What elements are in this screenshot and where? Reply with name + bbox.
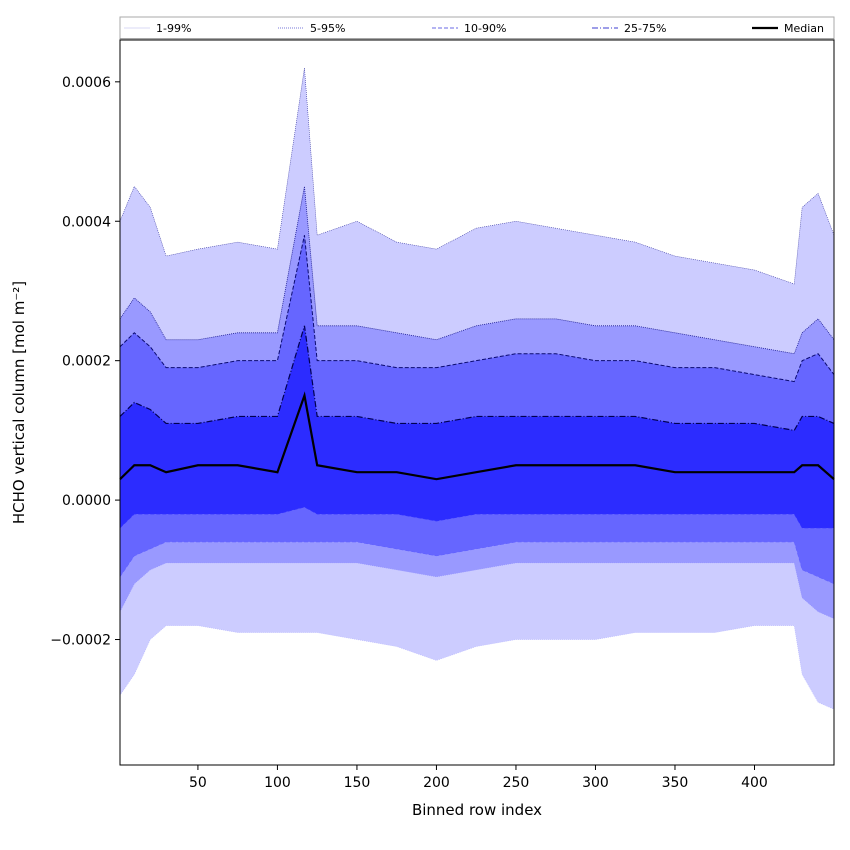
- plot-area-frame: [119, 39, 835, 766]
- line-5pct: [119, 562, 835, 619]
- band-25-75: [120, 325, 834, 528]
- y-tick-label: 0.0006: [62, 75, 111, 91]
- line-99pct: [119, 67, 835, 285]
- x-tick-label: 150: [344, 775, 371, 791]
- x-axis-ticks: 50 100 150 200 250 300 350 400: [189, 765, 768, 791]
- x-tick-label: 250: [503, 775, 530, 791]
- legend-label: Median: [784, 22, 824, 35]
- percentile-lines: [119, 67, 835, 710]
- x-tick-label: 50: [189, 775, 207, 791]
- line-median: [119, 391, 835, 481]
- line-90pct: [119, 235, 835, 383]
- y-axis-label: HCHO vertical column [mol m⁻²]: [10, 281, 28, 524]
- legend-label: 5-95%: [310, 22, 345, 35]
- x-axis-label: Binned row index: [412, 801, 542, 819]
- y-axis-ticks: −0.0002 0.0000 0.0002 0.0004 0.0006: [50, 75, 120, 649]
- line-75pct: [119, 325, 835, 432]
- line-25pct: [119, 506, 834, 529]
- legend-label: 25-75%: [624, 22, 666, 35]
- x-tick-label: 300: [582, 775, 609, 791]
- percentile-bands: [120, 67, 834, 710]
- y-tick-label: 0.0002: [62, 354, 111, 370]
- legend-label: 10-90%: [464, 22, 506, 35]
- y-tick-label: −0.0002: [50, 633, 111, 649]
- line-10pct: [119, 541, 835, 585]
- y-tick-label: 0.0000: [62, 493, 111, 509]
- line-1pct: [119, 625, 835, 710]
- legend: 1-99% 5-95% 10-90% 25-75% Median: [119, 16, 835, 40]
- x-tick-label: 100: [264, 775, 291, 791]
- legend-label: 1-99%: [156, 22, 191, 35]
- line-95pct: [119, 186, 835, 355]
- x-tick-label: 200: [423, 775, 450, 791]
- x-tick-label: 400: [741, 775, 768, 791]
- x-tick-label: 350: [662, 775, 689, 791]
- y-tick-label: 0.0004: [62, 214, 111, 230]
